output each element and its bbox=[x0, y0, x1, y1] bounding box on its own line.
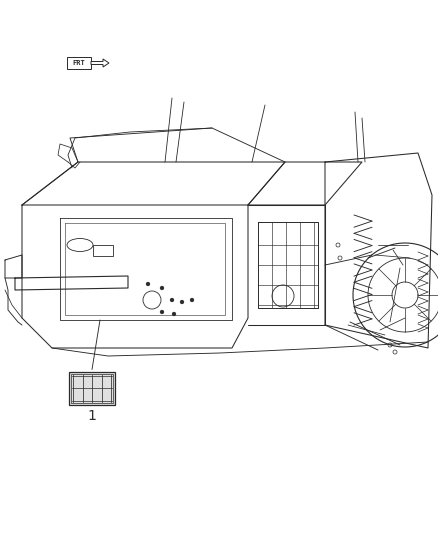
Bar bbox=[71, 374, 113, 402]
Circle shape bbox=[160, 286, 164, 290]
FancyBboxPatch shape bbox=[67, 57, 91, 69]
Circle shape bbox=[172, 312, 176, 316]
FancyArrow shape bbox=[91, 59, 109, 67]
Bar bbox=[69, 372, 115, 405]
Circle shape bbox=[170, 298, 174, 302]
Circle shape bbox=[180, 300, 184, 304]
Circle shape bbox=[190, 298, 194, 302]
Text: 1: 1 bbox=[88, 409, 96, 424]
Text: FRT: FRT bbox=[73, 60, 85, 66]
Bar bbox=[93, 245, 113, 256]
Circle shape bbox=[146, 282, 150, 286]
Circle shape bbox=[160, 310, 164, 314]
